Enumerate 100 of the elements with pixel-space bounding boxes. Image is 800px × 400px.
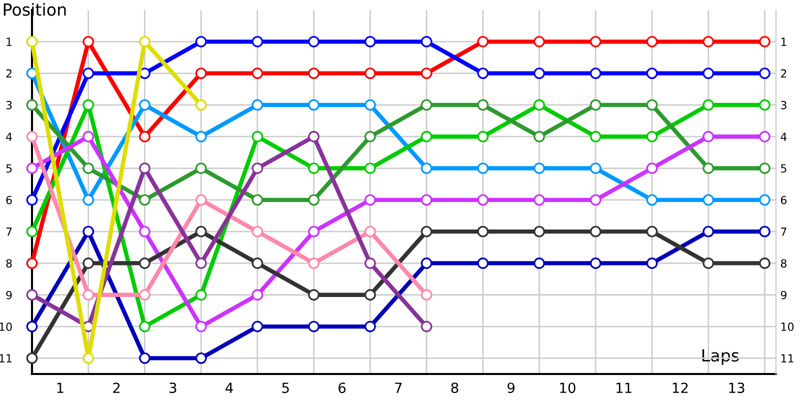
point — [534, 258, 545, 269]
point — [646, 258, 658, 269]
x-tick-label: 8 — [451, 382, 458, 394]
point — [82, 162, 94, 174]
x-tick-label: 7 — [395, 382, 402, 393]
y-tick-label: 10 — [0, 322, 12, 331]
point — [477, 258, 489, 269]
x-tick-label: 11 — [616, 382, 632, 393]
point — [534, 36, 545, 48]
y-tick-label: 6 — [6, 196, 12, 204]
point — [308, 99, 320, 111]
point — [477, 36, 489, 48]
point — [477, 194, 489, 206]
y2-tick-label: 11 — [781, 354, 794, 362]
point — [139, 352, 150, 364]
point — [420, 68, 432, 79]
point — [308, 162, 320, 174]
y-tick-label: 2 — [6, 69, 12, 78]
point — [646, 36, 658, 48]
point — [477, 226, 489, 238]
point — [702, 36, 714, 48]
y2-tick-label: 4 — [780, 132, 787, 141]
y2-tick-label: 10 — [781, 322, 794, 331]
point — [139, 194, 150, 206]
point — [26, 99, 38, 111]
point — [646, 226, 658, 238]
point — [139, 258, 150, 269]
point — [26, 258, 38, 269]
point — [195, 258, 207, 269]
point — [308, 289, 320, 301]
point — [308, 36, 320, 48]
point — [534, 226, 545, 238]
point — [364, 320, 376, 332]
x-tick-label: 10 — [560, 382, 576, 394]
y-tick-label: 3 — [6, 100, 12, 110]
point — [364, 289, 376, 301]
point — [590, 68, 602, 79]
point — [26, 289, 38, 301]
point — [420, 162, 432, 174]
point — [195, 194, 207, 206]
point — [477, 162, 489, 174]
y2-tick-label: 3 — [781, 100, 786, 110]
point — [195, 130, 207, 142]
point — [477, 99, 489, 111]
point — [82, 99, 94, 111]
point — [82, 352, 94, 364]
point — [702, 68, 714, 79]
point — [534, 68, 545, 79]
point — [364, 194, 376, 206]
point — [139, 226, 150, 238]
y-tick-label: 7 — [6, 228, 12, 236]
x-tick-label: 13 — [729, 382, 744, 394]
point — [252, 226, 264, 238]
point — [139, 99, 150, 111]
point — [195, 226, 207, 238]
point — [364, 130, 376, 142]
point — [308, 194, 320, 206]
point — [534, 99, 545, 111]
point — [82, 36, 94, 48]
y2-tick-label: 5 — [781, 164, 786, 173]
point — [308, 226, 320, 238]
point — [420, 99, 432, 111]
point — [195, 36, 207, 48]
point — [82, 258, 94, 269]
point — [534, 130, 545, 142]
point — [702, 162, 714, 174]
point — [364, 68, 376, 79]
point — [195, 99, 207, 111]
point — [82, 226, 94, 238]
point — [252, 194, 264, 206]
point — [252, 320, 264, 332]
point — [139, 36, 150, 48]
point — [759, 258, 770, 269]
point — [646, 130, 658, 142]
point — [364, 258, 376, 269]
point — [308, 68, 320, 79]
point — [195, 352, 207, 364]
point — [252, 162, 264, 174]
point — [702, 258, 714, 269]
y-axis-title: Position — [4, 2, 66, 16]
x-tick-label: 2 — [113, 382, 120, 393]
point — [195, 320, 207, 332]
x-tick-label: 5 — [282, 382, 289, 394]
point — [590, 258, 602, 269]
point — [252, 36, 264, 48]
point — [26, 36, 38, 48]
point — [26, 162, 38, 174]
y-tick-label: 9 — [6, 290, 12, 300]
point — [759, 194, 770, 206]
point — [252, 68, 264, 79]
x-tick-label: 6 — [338, 382, 346, 394]
point — [364, 36, 376, 48]
point — [477, 68, 489, 79]
point — [308, 258, 320, 269]
x-tick-label: 3 — [170, 382, 176, 394]
point — [82, 130, 94, 142]
point — [420, 36, 432, 48]
point — [139, 289, 150, 301]
point — [26, 320, 38, 332]
point — [308, 130, 320, 142]
